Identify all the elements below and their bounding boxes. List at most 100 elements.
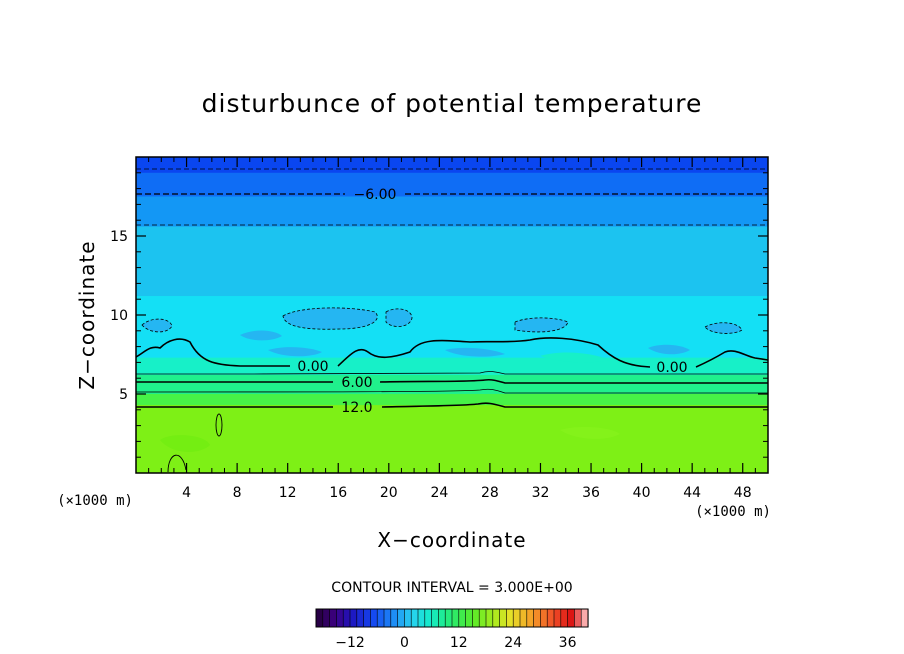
colorbar-cell bbox=[438, 608, 446, 628]
x-axis: 4 8 12 16 20 24 28 32 36 40 44 48 bbox=[148, 157, 756, 501]
colorbar-cell bbox=[519, 608, 528, 628]
x-tick-label: 36 bbox=[582, 485, 600, 501]
x-tick-label: 28 bbox=[481, 485, 499, 501]
contour-lines bbox=[136, 168, 768, 473]
field-band-6 bbox=[136, 375, 768, 395]
colorbar-cell bbox=[499, 608, 508, 628]
colorbar-cell bbox=[424, 608, 433, 628]
colorbar-cell bbox=[444, 608, 453, 628]
field-band-2 bbox=[136, 196, 768, 228]
cold-patch bbox=[240, 330, 282, 341]
x-tick-label: 40 bbox=[633, 485, 651, 501]
field-patches bbox=[141, 307, 743, 452]
colorbar-cell bbox=[417, 608, 426, 628]
x-unit-right: (×1000 m) bbox=[695, 504, 771, 520]
colorbar-cell bbox=[390, 608, 399, 628]
colorbar-tick-label: 0 bbox=[400, 635, 409, 651]
colorbar-cell bbox=[336, 608, 344, 628]
colorbar-cell bbox=[315, 608, 324, 628]
colorbar-cell bbox=[370, 608, 378, 628]
x-tick-label: 44 bbox=[683, 485, 701, 501]
colorbar-cell bbox=[383, 608, 392, 628]
cold-patch bbox=[282, 307, 378, 330]
colorbar-cell bbox=[465, 608, 474, 628]
colorbar-cell bbox=[478, 608, 487, 628]
y-tick-label: 10 bbox=[110, 308, 128, 324]
y-axis-title: Z−coordinate bbox=[75, 240, 99, 389]
field-band-3 bbox=[136, 226, 768, 297]
field-band-1 bbox=[136, 172, 768, 197]
y-axis: 5 10 15 bbox=[110, 172, 768, 458]
colorbar-frame bbox=[315, 608, 589, 628]
chart-title: disturbunce of potential temperature bbox=[202, 89, 703, 118]
contour-label: 12.0 bbox=[341, 400, 372, 416]
field-bands bbox=[136, 157, 768, 473]
x-tick-label: 32 bbox=[532, 485, 550, 501]
colorbar-cell bbox=[553, 608, 562, 628]
y-tick-label: 5 bbox=[119, 387, 128, 403]
x-tick-label: 24 bbox=[430, 485, 448, 501]
colorbar-cell bbox=[342, 608, 351, 628]
colorbar-cell bbox=[451, 608, 460, 628]
colorbar-cell bbox=[349, 608, 358, 628]
colorbar-ticks: −12 0 12 24 36 bbox=[335, 635, 576, 651]
field-band-8 bbox=[136, 405, 768, 473]
x-unit-left: (×1000 m) bbox=[57, 493, 133, 509]
field-band-7 bbox=[136, 394, 768, 406]
cold-patch bbox=[704, 322, 743, 334]
warm-patch bbox=[160, 435, 210, 452]
x-tick-label: 4 bbox=[182, 485, 191, 501]
colorbar-cell bbox=[506, 608, 514, 628]
cold-patch bbox=[648, 344, 690, 355]
colorbar-cell bbox=[329, 608, 338, 628]
contour-closed bbox=[215, 413, 223, 437]
cold-patch bbox=[514, 317, 569, 333]
colorbar-cell bbox=[540, 608, 548, 628]
colorbar-cell bbox=[397, 608, 406, 628]
colorbar-cell bbox=[472, 608, 480, 628]
contour-label: 0.00 bbox=[656, 360, 687, 376]
warm-patch bbox=[540, 352, 610, 363]
x-tick-label: 16 bbox=[329, 485, 347, 501]
x-tick-label: 8 bbox=[233, 485, 242, 501]
colorbar-cell bbox=[356, 608, 365, 628]
y-tick-label: 15 bbox=[110, 229, 128, 245]
contour-closed bbox=[167, 454, 187, 473]
colorbar-cell bbox=[560, 608, 569, 628]
contour-line-positive bbox=[136, 378, 768, 384]
colorbar-cell bbox=[526, 608, 535, 628]
colorbar-tick-label: −12 bbox=[335, 635, 365, 651]
colorbar-cell bbox=[492, 608, 501, 628]
field-band-5 bbox=[136, 357, 768, 376]
colorbar-cell bbox=[322, 608, 331, 628]
contour-label: 6.00 bbox=[341, 375, 372, 391]
colorbar-cell bbox=[404, 608, 412, 628]
colorbar-cell bbox=[580, 608, 589, 628]
cold-patch bbox=[385, 308, 413, 327]
colorbar-cell bbox=[485, 608, 494, 628]
colorbar-cell bbox=[567, 608, 575, 628]
colorbar-tick-label: 12 bbox=[450, 635, 468, 651]
colorbar-cell bbox=[546, 608, 555, 628]
colorbar-cell bbox=[431, 608, 440, 628]
x-tick-label: 20 bbox=[380, 485, 398, 501]
colorbar-cell bbox=[410, 608, 419, 628]
contour-line-positive bbox=[136, 402, 768, 408]
x-tick-label: 12 bbox=[279, 485, 297, 501]
colorbar-cell bbox=[458, 608, 467, 628]
warm-patch bbox=[560, 426, 620, 439]
contour-interval: CONTOUR INTERVAL = 3.000E+00 bbox=[331, 580, 572, 596]
cold-patch bbox=[268, 347, 322, 357]
colorbar-cell bbox=[363, 608, 372, 628]
colorbar-cell bbox=[512, 608, 521, 628]
cold-patch bbox=[445, 347, 505, 357]
colorbar-tick-label: 24 bbox=[504, 635, 522, 651]
contour-label: −6.00 bbox=[354, 187, 397, 203]
contour-line-positive bbox=[136, 371, 768, 375]
colorbar-tick-label: 36 bbox=[559, 635, 577, 651]
colorbar-cell bbox=[376, 608, 385, 628]
cold-patch bbox=[141, 318, 173, 333]
contour-line-zero bbox=[136, 337, 768, 368]
x-tick-label: 48 bbox=[734, 485, 752, 501]
